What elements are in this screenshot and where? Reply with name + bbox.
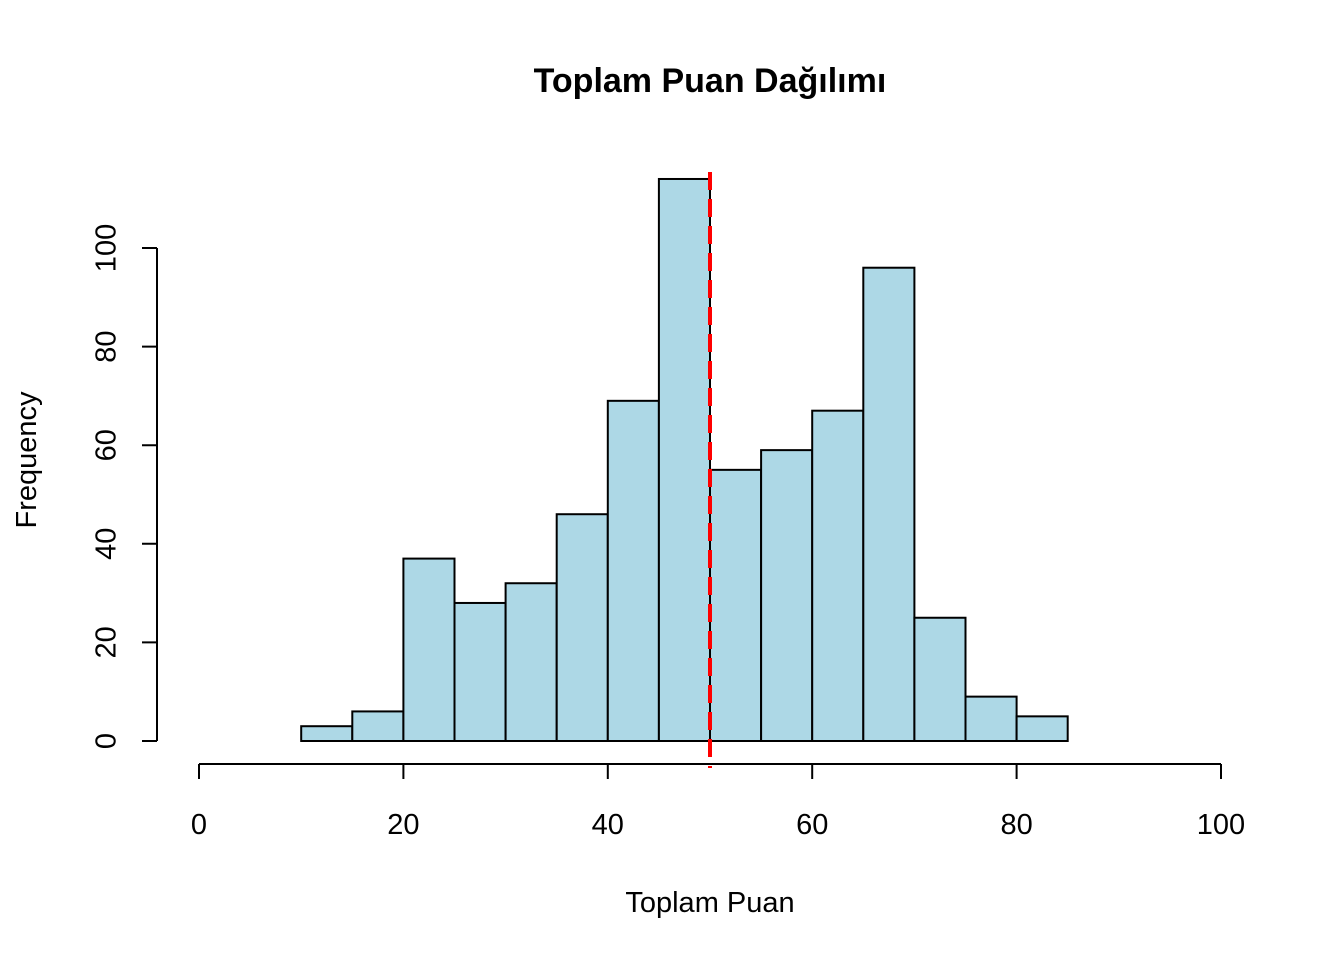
x-ticks-group: 0 20 40 60 80 100 [191,809,1245,841]
histogram-bar-55-60 [760,449,814,742]
y-axis [142,247,158,742]
x-axis [198,763,1222,779]
x-tick-label-80: 80 [1000,809,1032,841]
x-tick-label-40: 40 [592,809,624,841]
x-tick-label-0: 0 [191,809,207,841]
histogram-bar-80-85 [1015,715,1069,742]
histogram-bar-65-70 [862,266,916,742]
histogram-bar-20-25 [402,557,456,743]
x-tick-label-20: 20 [387,809,419,841]
histogram-bar-75-80 [964,695,1018,743]
y-tick-label-100: 100 [91,224,123,272]
histogram-bar-45-50 [657,177,712,743]
y-ticks-group: 0 20 40 60 80 100 [91,224,123,749]
histogram-bar-15-20 [351,710,405,742]
histogram-bar-25-30 [453,601,507,743]
x-tick-label-60: 60 [796,809,828,841]
y-tick-label-80: 80 [91,330,123,362]
x-tick-label-100: 100 [1197,809,1245,841]
histogram-bar-60-65 [811,409,865,742]
y-axis-label: Frequency [11,391,43,529]
histogram-bar-40-45 [606,399,660,742]
histogram-bar-30-35 [504,582,558,742]
y-tick-label-60: 60 [91,429,123,461]
histogram-bar-10-15 [300,725,354,743]
bars-group [300,177,1069,743]
histogram-bar-35-40 [555,513,609,742]
x-axis-label: Toplam Puan [625,887,794,919]
y-tick-label-0: 0 [91,733,123,749]
histogram-bar-70-75 [913,616,967,742]
chart-title: Toplam Puan Dağılımı [534,62,887,100]
y-tick-label-20: 20 [91,626,123,658]
histogram-bar-50-55 [709,468,763,742]
y-tick-label-40: 40 [91,528,123,560]
